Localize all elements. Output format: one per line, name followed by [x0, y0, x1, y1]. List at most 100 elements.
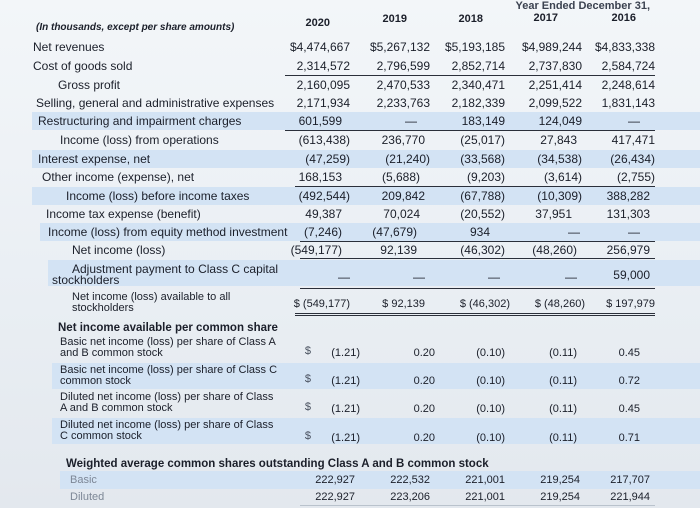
year-2018: 2018	[458, 13, 483, 25]
cell: 0.20	[413, 375, 435, 387]
cell: 221,001	[465, 474, 505, 486]
row-label: Interest expense, net	[38, 152, 151, 166]
cell: 0.45	[618, 403, 640, 415]
cell: $4,833,338	[594, 40, 655, 54]
row-label: Diluted net income (loss) per share of C…	[60, 419, 274, 431]
cell: (48,260)	[532, 243, 577, 257]
cell: 217,707	[610, 474, 650, 486]
cell: 2,852,714	[451, 59, 505, 73]
row-label: Income (loss) from equity method investm…	[48, 225, 288, 239]
row-label-cont: and B common stock	[60, 347, 163, 359]
row-label: Income (loss) from operations	[60, 133, 219, 147]
row-sga: Selling, general and administrative expe…	[0, 94, 700, 112]
cell: $ 92,139	[382, 298, 425, 310]
cell: 0.72	[618, 375, 640, 387]
cell: 2,314,572	[296, 59, 350, 73]
cell: (10,309)	[537, 189, 582, 203]
cell: (1.21)	[331, 347, 360, 359]
row-label: Basic net income (loss) per share of Cla…	[60, 336, 276, 348]
cell: (1.21)	[331, 432, 360, 444]
period-header: Year Ended December 31,	[515, 0, 650, 12]
row-label: Restructuring and impairment charges	[38, 114, 242, 128]
cell: 168,153	[298, 170, 342, 184]
row-highlight	[32, 187, 700, 205]
cell: (0.10)	[476, 403, 505, 415]
row-label: Basic	[70, 474, 97, 486]
cell: (47,259)	[305, 152, 350, 166]
row-basic-ab: Basic net income (loss) per share of Cla…	[0, 336, 700, 362]
row-income-tax: Income tax expense (benefit) 49,387 70,0…	[0, 205, 700, 223]
cell: 59,000	[613, 268, 650, 282]
subtotal-rule	[300, 241, 655, 242]
double-rule	[300, 505, 655, 506]
cell: 256,979	[606, 243, 650, 257]
cell: —	[565, 270, 577, 284]
cell: 222,532	[390, 474, 430, 486]
cell: (1.21)	[331, 403, 360, 415]
cell: —	[568, 225, 580, 239]
row-label: Net income (loss) available to all	[72, 291, 231, 303]
year-2020: 2020	[305, 17, 330, 29]
cell: 2,233,763	[376, 96, 430, 110]
row-income-from-operations: Income (loss) from operations (613,438) …	[0, 131, 700, 149]
row-net-income-available: Net income (loss) available to all stock…	[0, 291, 700, 317]
row-label-cont: A and B common stock	[60, 402, 173, 414]
cell: 2,182,339	[451, 96, 505, 110]
row-label: Adjustment payment to Class C capital	[72, 262, 279, 276]
cell: (2,755)	[616, 170, 655, 184]
cell: (0.11)	[549, 432, 577, 444]
cell: 601,599	[298, 114, 342, 128]
row-gross-profit: Gross profit 2,160,095 2,470,533 2,340,4…	[0, 76, 700, 94]
row-net-income: Net income (loss) (549,177) 92,139 (46,3…	[0, 241, 700, 259]
cell: 2,340,471	[451, 78, 505, 92]
cell: 2,796,599	[376, 59, 430, 73]
row-label-cont: common stock	[60, 375, 131, 387]
cell: (21,240)	[385, 152, 430, 166]
row-restructuring: Restructuring and impairment charges 601…	[0, 112, 700, 130]
currency-sign: $	[304, 373, 311, 385]
cell: 2,248,614	[601, 78, 655, 92]
subtotal-rule	[285, 75, 655, 76]
cell: 221,001	[465, 491, 505, 503]
row-label-cont: stockholders	[52, 273, 120, 287]
cell: 0.20	[413, 347, 435, 359]
cell: $ 197,979	[606, 298, 655, 310]
cell: —	[405, 114, 417, 128]
cell: 92,139	[380, 243, 417, 257]
cell: (0.11)	[549, 347, 577, 359]
cell: 219,254	[540, 474, 580, 486]
year-2016: 2016	[611, 12, 636, 24]
cell: $ (46,302)	[459, 298, 510, 310]
cell: 37,951	[535, 207, 572, 221]
cell: —	[413, 270, 425, 284]
double-rule	[295, 313, 655, 314]
cell: (492,544)	[298, 189, 350, 203]
row-income-before-taxes: Income (loss) before income taxes (492,5…	[0, 187, 700, 205]
units-note: (In thousands, except per share amounts)	[36, 22, 235, 33]
row-label: Gross profit	[58, 78, 121, 92]
cell: —	[628, 114, 640, 128]
row-highlight	[52, 418, 700, 444]
cell: $5,193,185	[444, 40, 505, 54]
row-label: Net revenues	[33, 40, 105, 54]
row-shares-diluted: Diluted 222,927 223,206 221,001 219,254 …	[0, 488, 700, 506]
row-label: Net income (loss)	[72, 243, 166, 257]
row-highlight	[32, 150, 700, 168]
row-label: Selling, general and administrative expe…	[36, 96, 275, 110]
cell: 236,770	[381, 133, 425, 147]
cell: (46,302)	[460, 243, 505, 257]
currency-sign: $	[304, 401, 311, 413]
cell: (549,177)	[290, 243, 342, 257]
cell: —	[488, 270, 500, 284]
cell: (67,788)	[460, 189, 505, 203]
cell: 221,944	[610, 491, 650, 503]
cell: (26,434)	[610, 152, 655, 166]
cell: 0.20	[413, 432, 435, 444]
row-basic-c: Basic net income (loss) per share of Cla…	[0, 363, 700, 389]
cell: 2,470,533	[376, 78, 430, 92]
row-label-cont: stockholders	[72, 302, 134, 314]
row-diluted-c: Diluted net income (loss) per share of C…	[0, 418, 700, 444]
cell: 209,842	[381, 189, 425, 203]
cell: 2,099,522	[528, 96, 582, 110]
